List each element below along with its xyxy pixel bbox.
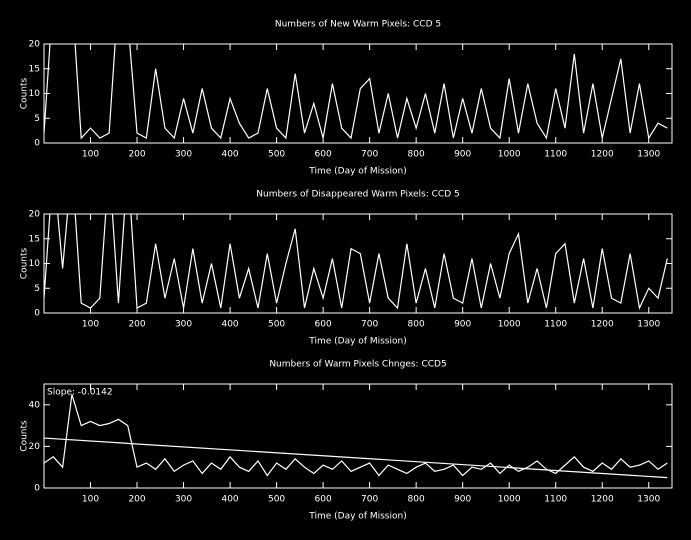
x-tick-label: 200	[128, 495, 145, 505]
x-tick-label: 300	[175, 495, 192, 505]
x-axis-label: Time (Day of Mission)	[308, 337, 406, 347]
y-axis-label: Counts	[20, 77, 30, 109]
x-tick-label: 500	[268, 320, 285, 330]
x-axis-label: Time (Day of Mission)	[308, 512, 406, 522]
x-tick-label: 1100	[544, 150, 567, 160]
x-tick-label: 500	[268, 150, 285, 160]
x-tick-label: 500	[268, 495, 285, 505]
x-tick-label: 1200	[591, 150, 614, 160]
x-tick-label: 900	[454, 320, 471, 330]
x-tick-label: 1100	[544, 495, 567, 505]
x-tick-label: 100	[82, 150, 99, 160]
y-tick-label: 15	[29, 234, 40, 244]
x-tick-label: 1000	[498, 150, 521, 160]
x-tick-label: 1300	[637, 320, 660, 330]
x-tick-label: 600	[315, 320, 332, 330]
y-tick-label: 15	[29, 64, 40, 74]
y-tick-label: 10	[29, 259, 41, 269]
y-tick-label: 40	[29, 400, 41, 410]
annotation: Slope: -0.0142	[47, 388, 113, 398]
x-tick-label: 400	[221, 320, 238, 330]
x-tick-label: 700	[361, 495, 378, 505]
x-tick-label: 100	[82, 495, 99, 505]
panel-title: Numbers of New Warm Pixels: CCD 5	[275, 20, 441, 30]
plot-frame	[43, 383, 673, 489]
x-tick-label: 1300	[637, 495, 660, 505]
x-tick-label: 400	[221, 150, 238, 160]
x-tick-label: 700	[361, 150, 378, 160]
panel-title: Numbers of Warm Pixels Chnges: CCD5	[269, 360, 446, 370]
y-tick-label: 20	[29, 442, 41, 452]
x-tick-label: 1000	[498, 320, 521, 330]
x-tick-label: 400	[221, 495, 238, 505]
fit-line	[44, 437, 668, 479]
y-tick-label: 0	[34, 139, 40, 149]
x-tick-label: 300	[175, 150, 192, 160]
x-tick-label: 800	[408, 320, 425, 330]
x-tick-label: 700	[361, 320, 378, 330]
x-tick-label: 200	[128, 320, 145, 330]
y-tick-label: 20	[29, 210, 41, 220]
x-tick-label: 200	[128, 150, 145, 160]
x-tick-label: 1100	[544, 320, 567, 330]
x-tick-label: 1200	[591, 320, 614, 330]
x-tick-label: 900	[454, 150, 471, 160]
y-axis-label: Counts	[20, 420, 30, 452]
x-tick-label: 1300	[637, 150, 660, 160]
y-axis-label: Counts	[20, 247, 30, 279]
x-tick-label: 300	[175, 320, 192, 330]
x-tick-label: 1000	[498, 495, 521, 505]
x-axis-label: Time (Day of Mission)	[308, 167, 406, 177]
y-tick-label: 20	[29, 40, 41, 50]
data-line	[44, 394, 668, 477]
y-tick-label: 0	[34, 309, 40, 319]
y-tick-label: 5	[34, 114, 40, 124]
panel-title: Numbers of Disappeared Warm Pixels: CCD …	[256, 190, 459, 200]
data-line	[44, 44, 668, 140]
y-tick-label: 0	[34, 484, 40, 494]
x-tick-label: 100	[82, 320, 99, 330]
x-tick-label: 800	[408, 495, 425, 505]
x-tick-label: 1200	[591, 495, 614, 505]
x-tick-label: 800	[408, 150, 425, 160]
data-line	[44, 214, 668, 311]
y-tick-label: 5	[34, 284, 40, 294]
x-tick-label: 600	[315, 150, 332, 160]
plot-frame	[43, 213, 673, 314]
y-tick-label: 10	[29, 89, 41, 99]
plot-frame	[43, 43, 673, 144]
x-tick-label: 600	[315, 495, 332, 505]
x-tick-label: 900	[454, 495, 471, 505]
